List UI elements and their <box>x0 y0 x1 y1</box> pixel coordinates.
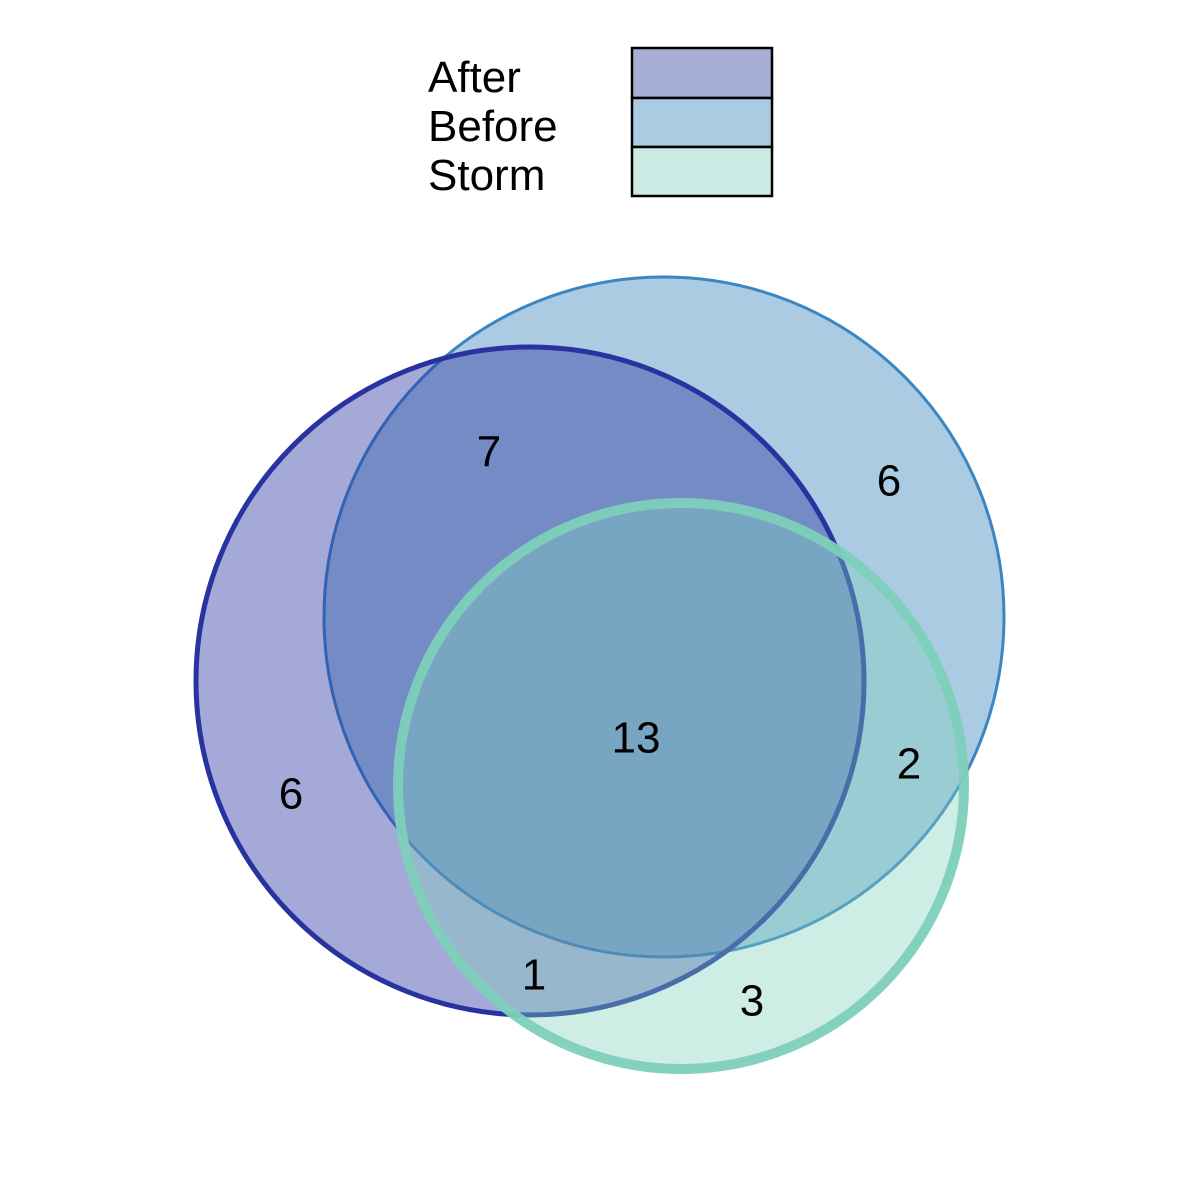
legend-swatch-after <box>630 46 774 100</box>
region-label-after-before: 7 <box>477 428 501 477</box>
legend: After Before Storm <box>428 46 774 200</box>
legend-swatch-storm <box>630 145 774 198</box>
legend-label-storm: Storm <box>428 151 545 200</box>
region-labels: 7 6 13 2 6 1 3 <box>279 428 921 1026</box>
region-label-all-three: 13 <box>612 714 661 763</box>
region-label-before-storm: 2 <box>897 740 921 789</box>
circle-before <box>322 275 1006 959</box>
region-label-after-storm: 1 <box>522 951 546 1000</box>
circle-storm <box>393 498 969 1074</box>
region-label-after-only: 6 <box>279 770 303 819</box>
legend-label-before: Before <box>428 102 558 151</box>
legend-swatch-before <box>630 96 774 149</box>
region-label-before-only: 6 <box>877 457 901 506</box>
venn-circles <box>193 275 1006 1074</box>
legend-label-after: After <box>428 53 521 102</box>
region-label-storm-only: 3 <box>740 977 764 1026</box>
circle-after <box>193 344 867 1018</box>
